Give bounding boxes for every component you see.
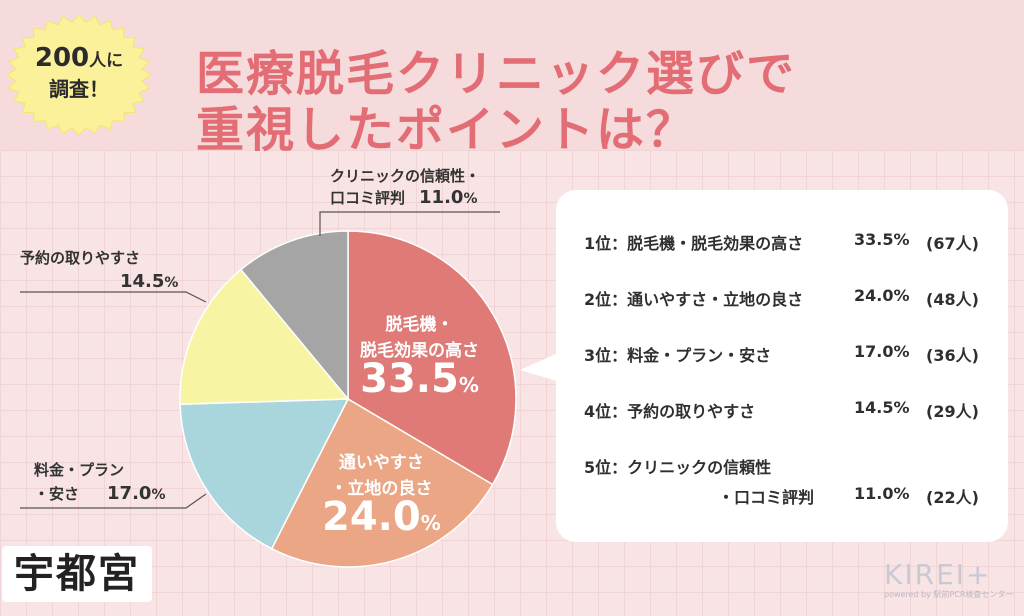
ranking-row-2: 2位：通いやすさ・立地の良さ — [584, 286, 803, 310]
badge-line2: 調査！ — [49, 77, 109, 101]
label-slice-3-line1: 料金・プラン — [34, 461, 125, 479]
rank-4-label: 予約の取りやすさ — [627, 402, 756, 421]
badge-starburst — [6, 14, 152, 136]
rank-4-pct: 14.5% — [854, 398, 910, 417]
leader-line-s3 — [20, 493, 207, 509]
label-slice-2-line2: ・立地の良さ — [330, 479, 433, 499]
label-slice-2: 通いやすさ ・立地の良さ 24.0% — [322, 450, 441, 538]
rank-4-count: (29人) — [926, 402, 979, 421]
survey-badge: 200人に 調査！ — [4, 44, 154, 103]
rank-2: 2位： — [584, 290, 628, 309]
label-slice-1-unit: % — [458, 373, 479, 397]
page-title-line2: 重視したポイントは？ — [196, 102, 697, 158]
rank-4: 4位： — [584, 402, 628, 421]
label-slice-3: 料金・プラン ・安さ 17.0% — [34, 458, 165, 507]
leader-line-s5 — [319, 211, 500, 236]
ranking-row-3: 3位：料金・プラン・安さ — [584, 342, 771, 366]
rank-5-count: (22人) — [926, 488, 979, 507]
city-label: 宇都宮 — [2, 546, 152, 602]
rank-3-count: (36人) — [926, 346, 979, 365]
rank-1-pct: 33.5% — [854, 230, 910, 249]
ranking-panel: 1位：脱毛機・脱毛効果の高さ 33.5% (67人) 2位：通いやすさ・立地の良… — [556, 190, 1008, 542]
label-slice-3-unit: % — [151, 487, 166, 503]
rank-5-label: クリニックの信頼性 — [627, 458, 772, 477]
label-slice-4: 予約の取りやすさ 14.5% — [20, 246, 178, 295]
rank-2-label: 通いやすさ・立地の良さ — [627, 290, 804, 309]
rank-2-pct: 24.0% — [854, 286, 910, 305]
header-band — [0, 0, 1024, 150]
logo-main: KIREI+ — [884, 558, 992, 591]
pie-slice-1 — [347, 230, 517, 486]
label-slice-5: クリニックの信頼性・ 口コミ評判 11.0% — [330, 165, 480, 210]
logo-sub: powered by 駅前PCR検査センター — [884, 590, 1014, 599]
ranking-row-4: 4位：予約の取りやすさ — [584, 398, 755, 422]
leader-line-s4 — [20, 291, 207, 303]
label-slice-5-value: 11.0 — [419, 187, 464, 208]
label-slice-4-line1: 予約の取りやすさ — [20, 249, 141, 267]
label-slice-1-value: 33.5 — [360, 356, 459, 402]
label-slice-3-line2: ・安さ — [34, 485, 80, 503]
rank-5: 5位： — [584, 458, 628, 477]
badge-number: 200 — [34, 43, 90, 73]
rank-1: 1位： — [584, 234, 628, 253]
ranking-row-1: 1位：脱毛機・脱毛効果の高さ — [584, 230, 803, 254]
rank-3-label: 料金・プラン・安さ — [627, 346, 772, 365]
rank-1-count: (67人) — [926, 234, 979, 253]
label-slice-4-value: 14.5 — [120, 271, 165, 292]
speech-bubble-tail — [520, 352, 560, 382]
label-slice-2-unit: % — [420, 511, 441, 535]
label-slice-5-unit: % — [463, 191, 478, 207]
label-slice-5-line2: 口コミ評判 — [330, 189, 406, 207]
label-slice-4-unit: % — [164, 275, 179, 291]
ranking-row-5: 5位：クリニックの信頼性 — [584, 454, 771, 478]
kirei-logo: KIREI+ powered by 駅前PCR検査センター — [884, 560, 1014, 610]
rank-5-label2: ・口コミ評判 — [718, 488, 815, 507]
rank-3: 3位： — [584, 346, 628, 365]
rank-3-pct: 17.0% — [854, 342, 910, 361]
pie-slice-5 — [239, 230, 349, 402]
pie-slice-3 — [179, 398, 350, 550]
label-slice-3-value: 17.0 — [107, 483, 152, 504]
pie-slice-4 — [179, 268, 350, 406]
label-slice-2-line1: 通いやすさ — [338, 453, 424, 473]
label-slice-2-value: 24.0 — [322, 494, 421, 540]
rank-5-pct: 11.0% — [854, 484, 910, 503]
rank-2-count: (48人) — [926, 290, 979, 309]
label-slice-1: 脱毛機・ 脱毛効果の高さ 33.5% — [360, 312, 479, 400]
rank-1-label: 脱毛機・脱毛効果の高さ — [627, 234, 804, 253]
label-slice-1-line1: 脱毛機・ — [385, 315, 454, 335]
label-slice-1-line2: 脱毛効果の高さ — [360, 341, 479, 361]
badge-suffix: 人に — [89, 51, 124, 71]
page-title-line1: 医療脱毛クリニック選びで — [196, 46, 797, 102]
label-slice-5-line1: クリニックの信頼性・ — [330, 167, 481, 185]
